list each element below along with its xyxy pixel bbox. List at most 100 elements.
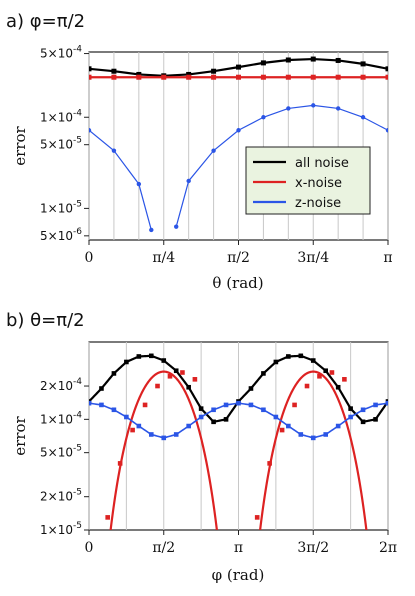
y-tick-exponent: -5 (73, 444, 82, 454)
data-point (136, 423, 142, 429)
data-point (261, 407, 266, 413)
data-point (186, 74, 192, 80)
data-point (105, 515, 110, 520)
data-point (335, 423, 341, 429)
data-point (186, 423, 191, 429)
y-tick-mantissa: 1×10 (40, 110, 73, 124)
y-tick-mantissa: 1×10 (40, 523, 73, 537)
data-point (310, 74, 316, 80)
data-point (348, 406, 353, 411)
data-point (198, 406, 204, 411)
y-tick-exponent: -4 (73, 45, 82, 55)
data-point (317, 373, 322, 379)
y-tick-label: 1×10-5 (40, 199, 82, 215)
data-point (236, 64, 241, 70)
data-point (335, 384, 341, 390)
data-point (173, 368, 179, 374)
data-point (142, 402, 148, 408)
x-tick-label: π/2 (152, 540, 175, 556)
data-point (304, 383, 310, 389)
data-point (335, 106, 341, 111)
data-point (186, 71, 192, 77)
y-tick-exponent: -6 (73, 227, 82, 237)
data-point (223, 402, 229, 408)
y-tick-mantissa: 5×10 (40, 138, 73, 152)
series-line (175, 104, 388, 227)
data-point (310, 435, 316, 441)
data-point (298, 353, 304, 359)
data-point (211, 74, 217, 80)
data-point (329, 370, 335, 375)
data-point (161, 74, 167, 80)
data-point (248, 402, 254, 408)
data-point (89, 66, 92, 72)
data-point (124, 359, 129, 365)
data-point (310, 56, 316, 62)
x-tick-label: 0 (85, 250, 94, 266)
data-point (236, 400, 241, 406)
series-line (89, 129, 152, 231)
data-point (323, 368, 329, 374)
data-point (211, 148, 216, 153)
y-tick-mantissa: 2×10 (40, 379, 73, 393)
data-point (186, 384, 191, 390)
data-point (292, 402, 297, 408)
data-point (111, 74, 117, 80)
data-point (260, 60, 266, 66)
data-point (236, 74, 241, 80)
panel-a-y-label: error (11, 125, 29, 165)
data-point (161, 358, 167, 363)
panel-a: a) φ=π/2 0 π/4 π/2 3π/4 π 5×10-41×10-45×10-5… (6, 11, 393, 292)
data-point (111, 68, 117, 74)
data-point (273, 359, 279, 365)
x-tick-label: π/4 (152, 250, 175, 266)
data-point (360, 61, 366, 67)
y-tick-label: 2×10-4 (40, 377, 82, 393)
y-tick-label: 2×10-5 (40, 488, 82, 504)
data-point (286, 354, 291, 359)
panel-b-x-label: φ (rad) (212, 566, 265, 584)
data-point (267, 461, 272, 466)
data-point (136, 74, 142, 80)
y-tick-mantissa: 5×10 (40, 446, 73, 460)
data-point (111, 407, 117, 413)
data-point (285, 74, 291, 80)
data-point (223, 417, 229, 422)
data-point (99, 402, 104, 408)
data-point (148, 432, 154, 437)
data-point (89, 400, 92, 406)
data-point (260, 74, 266, 80)
series-line (109, 370, 368, 530)
data-point (236, 128, 241, 133)
legend-label-all-noise: all noise (295, 156, 349, 171)
data-point (360, 407, 366, 413)
panel-b: b) θ=π/2 0 π/2 π 3π/2 2π 2×10-41×10-45×10-52… (6, 310, 397, 584)
panel-a-x-label: θ (rad) (212, 274, 263, 292)
y-tick-label: 1×10-4 (40, 410, 82, 426)
y-tick-label: 1×10-4 (40, 108, 82, 124)
y-tick-exponent: -4 (73, 108, 82, 118)
panel-b-y-label: error (11, 415, 29, 455)
data-point (261, 115, 266, 120)
data-point (186, 178, 191, 184)
data-point (89, 74, 92, 80)
data-point (261, 371, 266, 376)
y-tick-label: 1×10-5 (40, 521, 82, 537)
data-point (111, 371, 117, 376)
data-point (130, 427, 135, 433)
data-point (124, 414, 129, 420)
panel-b-series (89, 353, 388, 530)
series-x-noise (89, 74, 388, 80)
data-point (149, 227, 154, 233)
data-point (279, 427, 285, 433)
y-tick-exponent: -5 (73, 521, 82, 531)
panel-b-y-ticks: 2×10-41×10-45×10-52×10-51×10-5 (40, 377, 89, 537)
panel-b-x-ticks: 0 π/2 π 3π/2 2π (85, 530, 397, 556)
data-point (273, 414, 279, 420)
x-tick-label: π (383, 250, 392, 266)
data-point (111, 148, 117, 153)
panel-b-title: b) θ=π/2 (6, 310, 85, 331)
y-tick-exponent: -4 (73, 410, 82, 420)
y-tick-label: 5×10-5 (40, 136, 82, 152)
